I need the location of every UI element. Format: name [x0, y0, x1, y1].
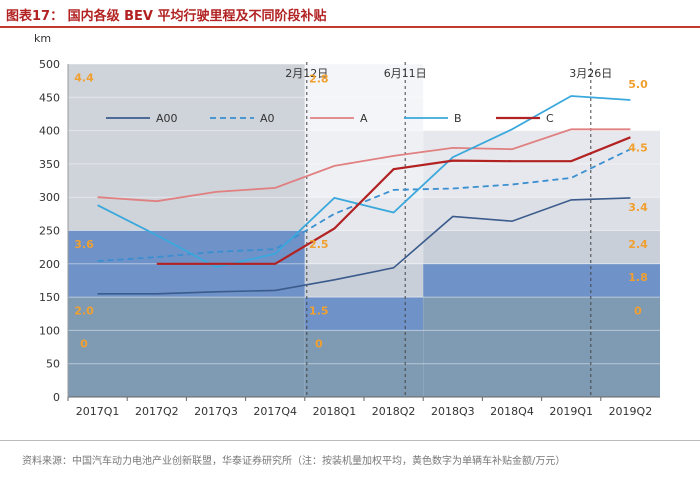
subsidy-value: 2.5 [309, 238, 329, 251]
y-tick-label: 50 [46, 358, 60, 371]
subsidy-band [68, 297, 305, 397]
legend-label-b: B [454, 112, 462, 125]
y-tick-label: 300 [39, 191, 60, 204]
subsidy-band [304, 64, 424, 131]
legend-label-c: C [546, 112, 554, 125]
legend: A00 A0 A B C [106, 112, 554, 125]
subsidy-annotations: 4.4 3.6 2.0 0 2.8 2.5 1.5 0 5.0 4.5 3.4 2.4 1.8 0 [74, 71, 648, 350]
subsidy-value: 0 [80, 338, 88, 351]
series-line-b [97, 95, 631, 269]
y-tick-label: 100 [39, 324, 60, 337]
subsidy-value: 3.6 [74, 238, 94, 251]
subsidy-band [304, 130, 424, 198]
subsidy-value: 4.4 [74, 71, 94, 84]
x-tick-label: 2018Q2 [372, 405, 416, 418]
subsidy-band [423, 263, 660, 298]
x-tick-label: 2018Q3 [431, 405, 475, 418]
series-line-c [156, 136, 631, 265]
chart-svg: 2月12日 6月11日 3月26日 0 50 100 150 200 250 300 350 400… [34, 32, 660, 418]
x-tick-label: 2018Q1 [313, 405, 357, 418]
subsidy-band [423, 297, 660, 397]
axes: 0 50 100 150 200 250 300 350 400 450 500 km 2017Q1 20… [34, 32, 660, 418]
subsidy-band [304, 263, 424, 298]
y-tick-label: 150 [39, 291, 60, 304]
x-tick-label: 2017Q1 [76, 405, 120, 418]
subsidy-value: 1.5 [309, 304, 329, 317]
subsidy-band [304, 297, 424, 331]
x-tick-label: 2017Q2 [135, 405, 179, 418]
date-marker-label: 2月12日 [285, 67, 328, 80]
y-tick-label: 250 [39, 225, 60, 238]
subsidy-band [423, 230, 660, 264]
title-bar: 图表17： 国内各级 BEV 平均行驶里程及不同阶段补贴 [0, 0, 700, 28]
subsidy-value: 0 [634, 304, 642, 317]
divider [0, 440, 700, 441]
subsidy-value: 1.8 [628, 271, 648, 284]
y-tick-label: 450 [39, 91, 60, 104]
x-tick-label: 2017Q4 [253, 405, 297, 418]
y-axis-label: km [34, 32, 51, 45]
subsidy-band [304, 330, 424, 397]
x-tick-label: 2017Q3 [194, 405, 238, 418]
date-marker-label: 3月26日 [569, 67, 612, 80]
subsidy-value: 3.4 [628, 201, 648, 214]
x-tick-label: 2019Q2 [609, 405, 653, 418]
subsidy-value: 4.5 [628, 141, 648, 154]
subsidy-band [423, 197, 660, 231]
x-tick-label: 2018Q4 [490, 405, 534, 418]
subsidy-value: 2.0 [74, 304, 94, 317]
series-line-a [97, 128, 631, 203]
x-tick-label: 2019Q1 [549, 405, 593, 418]
series-line-a00 [97, 197, 631, 295]
y-tick-label: 200 [39, 258, 60, 271]
y-tick-label: 0 [53, 391, 60, 404]
subsidy-value: 2.4 [628, 238, 648, 251]
subsidy-value: 2.8 [309, 73, 329, 86]
chart-title: 图表17： 国内各级 BEV 平均行驶里程及不同阶段补贴 [6, 9, 327, 24]
subsidy-band [68, 64, 305, 231]
series-lines [97, 95, 631, 295]
date-marker-label: 6月11日 [384, 67, 427, 80]
subsidy-value: 0 [315, 338, 323, 351]
legend-label-a: A [360, 112, 368, 125]
legend-label-a00: A00 [156, 112, 178, 125]
y-tick-label: 500 [39, 58, 60, 71]
legend-label-a0: A0 [260, 112, 275, 125]
source-note: 资料来源：中国汽车动力电池产业创新联盟，华泰证券研究所（注：按装机量加权平均，黄… [22, 456, 566, 467]
subsidy-value: 5.0 [628, 78, 648, 91]
y-tick-label: 350 [39, 158, 60, 171]
y-tick-label: 400 [39, 125, 60, 138]
